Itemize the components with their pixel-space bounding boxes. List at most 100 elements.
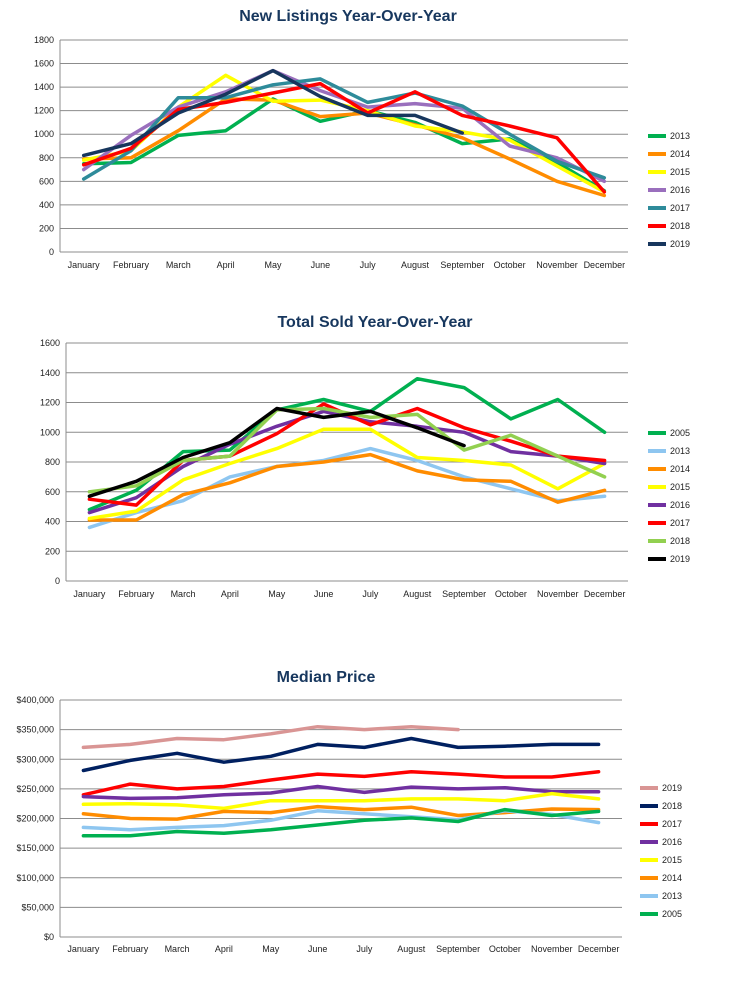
sold-chart: Total Sold Year-Over-Year 0 200 400 600 800 10… xyxy=(0,305,750,610)
listings-x-tick-label: February xyxy=(113,260,150,270)
listings-x-tick-label: April xyxy=(217,260,235,270)
listings-x-tick-label: July xyxy=(360,260,377,270)
price-y-tick-label: $300,000 xyxy=(16,754,54,764)
price-y-tick-label: $0 xyxy=(44,932,54,942)
sold-y-tick-label: 1000 xyxy=(40,427,60,437)
price-legend-label: 2005 xyxy=(662,909,682,919)
listings-chart: New Listings Year-Over-Year 0 200 400 600 800… xyxy=(0,0,750,290)
sold-series-2014 xyxy=(87,452,607,522)
price-x-tick-label: January xyxy=(67,944,100,954)
sold-legend-label: 2016 xyxy=(670,500,690,510)
sold-legend-label: 2013 xyxy=(670,446,690,456)
sold-x-tick-label: October xyxy=(495,589,527,599)
sold-x-tick-label: April xyxy=(221,589,239,599)
listings-y-tick-label: 1800 xyxy=(34,35,54,45)
price-y-tick-label: $400,000 xyxy=(16,695,54,705)
listings-y-tick-label: 1000 xyxy=(34,129,54,139)
price-title: Median Price xyxy=(277,669,376,686)
price-y-tick-label: $50,000 xyxy=(21,902,54,912)
listings-y-tick-label: 1200 xyxy=(34,106,54,116)
price-y-tick-label: $100,000 xyxy=(16,873,54,883)
sold-legend-label: 2015 xyxy=(670,482,690,492)
listings-x-tick-label: January xyxy=(68,260,101,270)
sold-legend-label: 2019 xyxy=(670,554,690,564)
sold-x-tick-label: May xyxy=(268,589,286,599)
sold-legend-label: 2017 xyxy=(670,518,690,528)
sold-y-tick-label: 1600 xyxy=(40,338,60,348)
listings-x-tick-label: March xyxy=(166,260,191,270)
sold-y-tick-label: 0 xyxy=(55,576,60,586)
price-y-tick-label: $150,000 xyxy=(16,843,54,853)
price-legend-label: 2019 xyxy=(662,783,682,793)
listings-y-tick-label: 400 xyxy=(39,200,54,210)
sold-x-tick-label: December xyxy=(584,589,626,599)
listings-legend-label: 2016 xyxy=(670,185,690,195)
price-x-tick-label: December xyxy=(578,944,620,954)
listings-x-tick-label: November xyxy=(536,260,578,270)
price-y-tick-label: $350,000 xyxy=(16,725,54,735)
price-y-tick-label: $200,000 xyxy=(16,814,54,824)
price-series-2005 xyxy=(81,807,601,838)
price-series-2019 xyxy=(81,724,460,750)
sold-chart-svg: Total Sold Year-Over-Year 0 200 400 600 800 10… xyxy=(40,314,690,599)
listings-y-tick-label: 800 xyxy=(39,153,54,163)
price-legend-label: 2015 xyxy=(662,855,682,865)
price-x-tick-label: May xyxy=(262,944,280,954)
price-x-tick-label: June xyxy=(308,944,328,954)
price-legend-label: 2014 xyxy=(662,873,682,883)
listings-series-2017 xyxy=(81,77,607,181)
sold-series-2013 xyxy=(87,446,607,530)
price-x-tick-label: July xyxy=(356,944,373,954)
price-series-2018 xyxy=(81,736,601,773)
price-x-tick-label: April xyxy=(215,944,233,954)
sold-x-tick-label: September xyxy=(442,589,486,599)
sold-y-tick-label: 1200 xyxy=(40,398,60,408)
listings-x-tick-label: June xyxy=(311,260,331,270)
listings-legend-label: 2019 xyxy=(670,239,690,249)
sold-x-tick-label: August xyxy=(403,589,432,599)
price-legend-label: 2016 xyxy=(662,837,682,847)
sold-series-2015 xyxy=(87,427,607,521)
sold-x-tick-label: July xyxy=(362,589,379,599)
sold-series-2016 xyxy=(87,409,607,515)
price-legend-label: 2013 xyxy=(662,891,682,901)
price-x-tick-label: August xyxy=(397,944,426,954)
price-chart: Median Price $0 $50,000 $100,000 $150,000 $20… xyxy=(0,660,750,1006)
listings-title: New Listings Year-Over-Year xyxy=(239,8,457,25)
listings-chart-svg: New Listings Year-Over-Year 0 200 400 600 800… xyxy=(34,8,690,270)
price-x-tick-label: February xyxy=(112,944,149,954)
price-series-2017 xyxy=(81,769,601,797)
price-legend-label: 2018 xyxy=(662,801,682,811)
listings-legend-label: 2015 xyxy=(670,167,690,177)
sold-series-2019 xyxy=(87,406,466,498)
listings-x-tick-label: May xyxy=(264,260,282,270)
price-series-2016 xyxy=(81,784,601,801)
sold-y-tick-label: 1400 xyxy=(40,368,60,378)
sold-legend-label: 2005 xyxy=(670,428,690,438)
price-x-tick-label: September xyxy=(436,944,480,954)
listings-legend-label: 2013 xyxy=(670,131,690,141)
sold-y-tick-label: 200 xyxy=(45,546,60,556)
listings-legend-label: 2018 xyxy=(670,221,690,231)
sold-x-tick-label: June xyxy=(314,589,334,599)
sold-legend-label: 2018 xyxy=(670,536,690,546)
price-legend-label: 2017 xyxy=(662,819,682,829)
listings-y-tick-label: 1600 xyxy=(34,59,54,69)
price-x-tick-label: March xyxy=(165,944,190,954)
listings-y-tick-label: 0 xyxy=(49,247,54,257)
listings-y-tick-label: 600 xyxy=(39,176,54,186)
price-series-2015 xyxy=(81,791,601,811)
price-x-tick-label: October xyxy=(489,944,521,954)
sold-x-tick-label: February xyxy=(118,589,155,599)
sold-y-tick-label: 400 xyxy=(45,517,60,527)
listings-x-tick-label: October xyxy=(494,260,526,270)
listings-series-2014 xyxy=(81,97,607,198)
listings-y-tick-label: 1400 xyxy=(34,82,54,92)
sold-x-tick-label: November xyxy=(537,589,579,599)
price-chart-svg: Median Price $0 $50,000 $100,000 $150,000 $20… xyxy=(16,669,682,954)
sold-series-2005 xyxy=(87,376,607,512)
listings-series-2018 xyxy=(81,81,607,194)
price-x-tick-label: November xyxy=(531,944,573,954)
listings-series-2019 xyxy=(81,68,465,158)
sold-x-tick-label: March xyxy=(171,589,196,599)
